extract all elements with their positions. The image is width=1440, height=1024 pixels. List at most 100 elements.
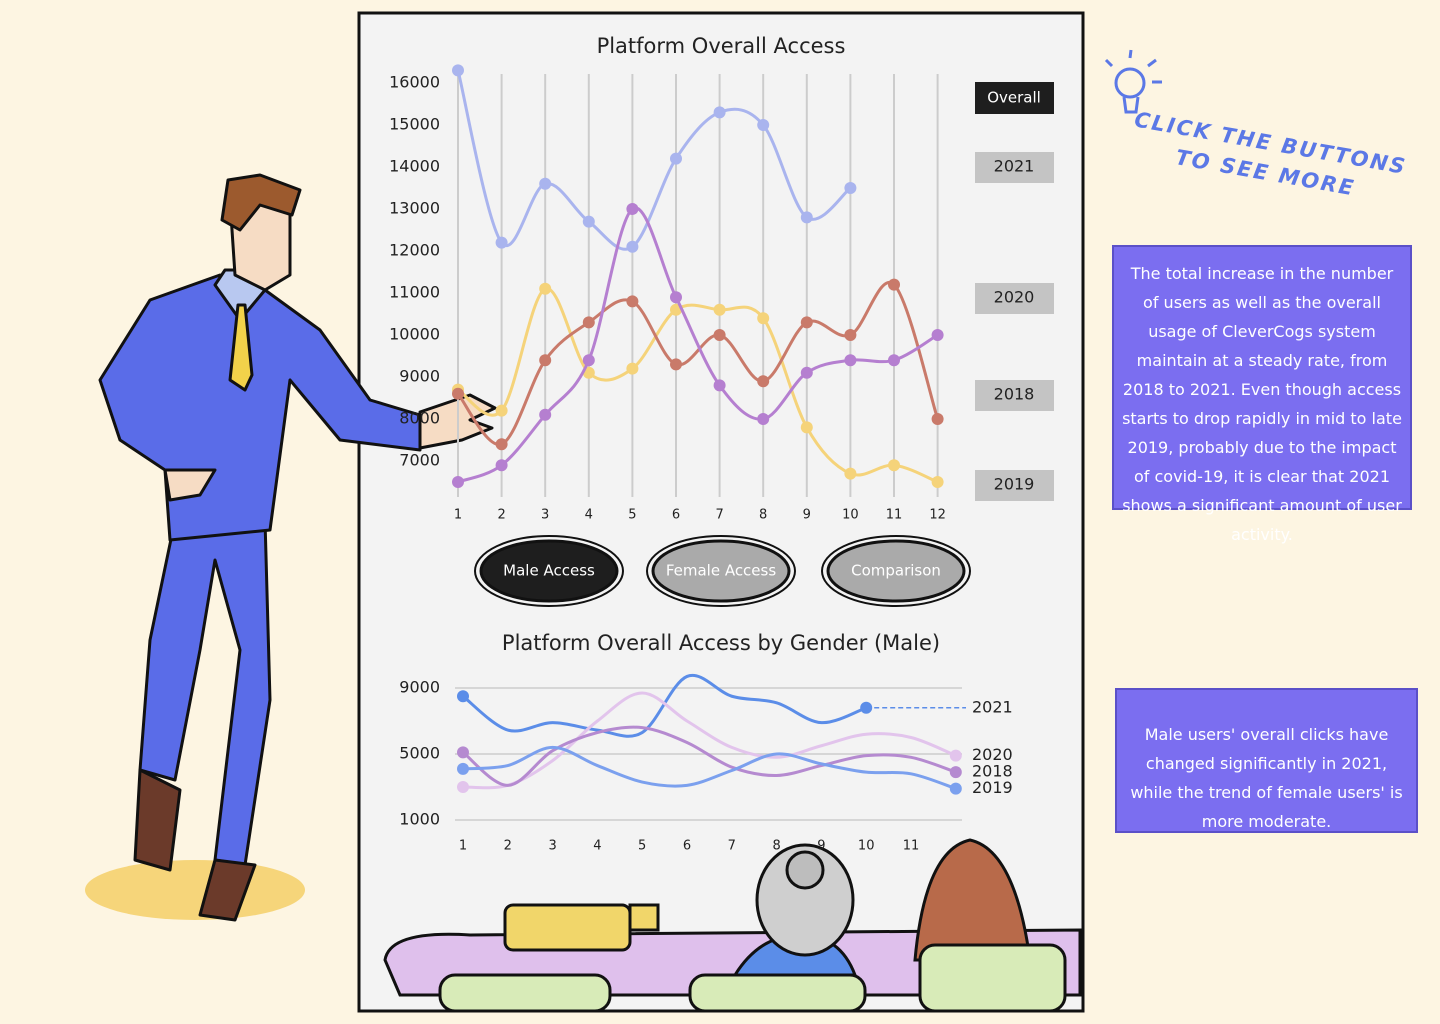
x-tick-label: 8 xyxy=(772,839,780,854)
data-point xyxy=(757,119,770,131)
data-point xyxy=(495,438,508,451)
data-point xyxy=(931,476,944,488)
data-point xyxy=(495,236,508,249)
y-tick-label: 5000 xyxy=(399,744,440,763)
data-point xyxy=(931,413,944,425)
data-point xyxy=(844,182,857,194)
x-tick-label: 12 xyxy=(929,508,946,523)
series-button-label[interactable]: 2019 xyxy=(994,475,1035,494)
y-tick-label: 1000 xyxy=(399,810,440,829)
data-point xyxy=(626,240,639,253)
note: Male users' overall clicks have changed … xyxy=(1115,688,1418,833)
data-point xyxy=(949,749,962,762)
data-point xyxy=(757,413,770,425)
x-tick-label: 11 xyxy=(886,508,903,523)
x-tick-label: 10 xyxy=(842,508,859,523)
data-point xyxy=(626,295,639,308)
data-point xyxy=(457,781,469,793)
y-tick-label: 10000 xyxy=(389,325,440,344)
x-tick-label: 1 xyxy=(459,839,467,854)
access-button-label[interactable]: Male Access xyxy=(503,562,595,580)
series-button[interactable] xyxy=(975,152,1054,183)
access-button-ring xyxy=(821,535,971,607)
data-point xyxy=(670,152,682,165)
x-tick-label: 5 xyxy=(628,508,636,523)
x-tick-label: 4 xyxy=(585,508,593,523)
series-button-label[interactable]: 2018 xyxy=(994,385,1035,404)
bulb-icon xyxy=(1104,49,1162,114)
data-point xyxy=(670,291,682,304)
data-point xyxy=(713,303,726,316)
x-tick-label: 8 xyxy=(759,508,767,523)
data-point xyxy=(452,387,464,400)
data-point xyxy=(844,329,857,341)
x-tick-label: 2 xyxy=(497,508,505,523)
data-point xyxy=(713,106,726,119)
data-point xyxy=(757,375,770,388)
x-tick-label: 10 xyxy=(858,839,875,854)
data-point xyxy=(800,211,813,224)
access-button[interactable] xyxy=(651,539,791,603)
data-point xyxy=(757,312,770,325)
data-point xyxy=(582,215,595,228)
series-button-label[interactable]: 2020 xyxy=(994,288,1035,307)
data-point xyxy=(800,366,813,379)
data-point xyxy=(457,746,469,759)
data-point xyxy=(844,467,857,480)
data-point xyxy=(495,404,508,417)
access-button[interactable] xyxy=(479,539,619,603)
access-button-label[interactable]: Female Access xyxy=(666,562,777,580)
y-tick-label: 7000 xyxy=(399,451,440,470)
y-tick-label: 14000 xyxy=(389,157,440,176)
x-tick-label: 7 xyxy=(728,839,736,854)
data-point xyxy=(452,64,464,77)
data-point xyxy=(888,459,900,472)
series-line xyxy=(462,691,957,790)
series-line xyxy=(456,280,940,446)
overall-button-label[interactable]: Overall xyxy=(987,89,1041,107)
data-point xyxy=(670,358,682,371)
data-point xyxy=(626,362,639,375)
access-button-ring xyxy=(646,535,796,607)
data-point xyxy=(949,782,962,795)
data-point xyxy=(800,316,813,329)
x-tick-label: 6 xyxy=(683,839,691,854)
series-label: 2019 xyxy=(972,778,1013,797)
x-tick-label: 1 xyxy=(454,508,462,523)
x-tick-label: 2 xyxy=(504,839,512,854)
data-point xyxy=(539,177,552,190)
data-point xyxy=(888,278,900,291)
series-button-label[interactable]: 2021 xyxy=(994,157,1035,176)
access-button[interactable] xyxy=(826,539,966,603)
series-button[interactable] xyxy=(975,470,1054,501)
floor-shadow xyxy=(85,860,305,920)
chart-title: Platform Overall Access by Gender (Male) xyxy=(502,631,940,655)
data-point xyxy=(539,354,552,367)
x-tick-label: 6 xyxy=(672,508,680,523)
data-point xyxy=(626,203,639,215)
x-tick-label: 11 xyxy=(903,839,920,854)
x-tick-label: 4 xyxy=(593,839,601,854)
chart-title: Platform Overall Access xyxy=(597,34,846,58)
access-button-label[interactable]: Comparison xyxy=(851,562,941,580)
audience xyxy=(383,838,1082,1013)
overall-button[interactable] xyxy=(975,82,1054,114)
x-tick-label: 3 xyxy=(548,839,556,854)
series-button[interactable] xyxy=(975,283,1054,314)
data-point xyxy=(495,459,508,472)
note: The total increase in the number of user… xyxy=(1112,245,1412,544)
data-point xyxy=(457,690,469,703)
data-point xyxy=(800,421,813,434)
series-line xyxy=(462,725,957,787)
y-tick-label: 9000 xyxy=(399,367,440,386)
y-tick-label: 8000 xyxy=(399,409,440,428)
data-point xyxy=(539,408,552,421)
data-point xyxy=(713,379,726,392)
data-point xyxy=(539,282,552,295)
x-tick-label: 5 xyxy=(638,839,646,854)
series-label: 2021 xyxy=(972,697,1013,716)
data-point xyxy=(582,354,595,367)
series-button[interactable] xyxy=(975,380,1054,411)
series-label: 2018 xyxy=(972,762,1013,781)
x-tick-label: 3 xyxy=(541,508,549,523)
